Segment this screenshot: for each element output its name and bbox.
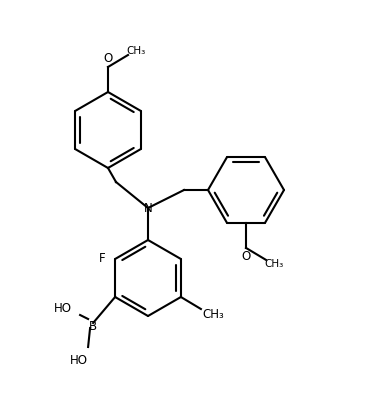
Text: O: O	[241, 250, 251, 263]
Text: HO: HO	[70, 354, 88, 368]
Text: N: N	[143, 202, 152, 215]
Text: CH₃: CH₃	[264, 259, 284, 269]
Text: CH₃: CH₃	[202, 309, 224, 322]
Text: B: B	[89, 320, 97, 332]
Text: F: F	[99, 252, 105, 265]
Text: CH₃: CH₃	[126, 46, 146, 56]
Text: O: O	[103, 51, 113, 65]
Text: HO: HO	[54, 303, 72, 316]
